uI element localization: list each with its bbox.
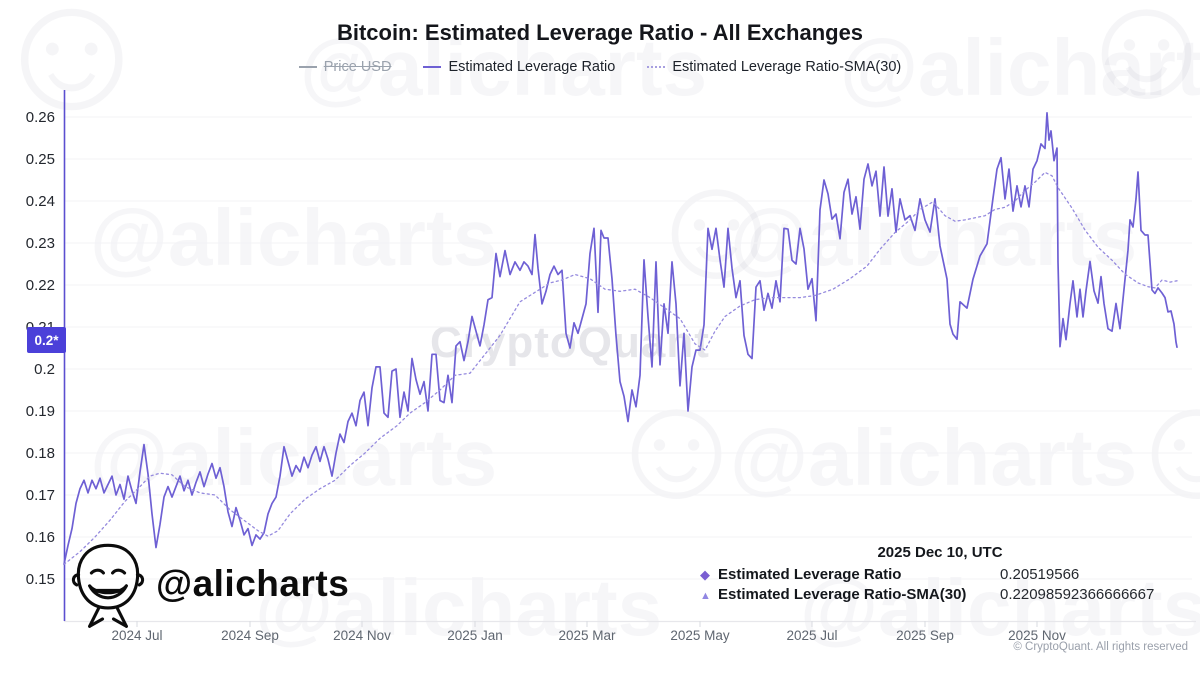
series-line [63,171,1178,565]
copyright-notice: © CryptoQuant. All rights reserved [1013,641,1188,653]
y-tick-label: 0.2 [34,361,55,378]
tooltip-series-label: Estimated Leverage Ratio-SMA(30) [718,586,967,603]
y-tick-label: 0.23 [26,235,55,252]
page-title: Bitcoin: Estimated Leverage Ratio - All … [336,20,864,45]
x-tick-label: 2025 Jan [447,628,503,643]
y-tick-label: 0.19 [26,403,55,420]
tooltip: 2025 Dec 10, UTC ◆ Estimated Leverage Ra… [700,544,1180,606]
legend-item-estimated-leverage-ratio[interactable]: Estimated Leverage Ratio [423,59,615,75]
legend-label: Estimated Leverage Ratio [448,59,616,75]
tooltip-date: 2025 Dec 10, UTC [877,544,1003,561]
y-tick-label: 0.22 [26,277,55,294]
series-line [63,111,1178,566]
legend-item-leverage-sma30[interactable]: Estimated Leverage Ratio-SMA(30) [647,59,901,75]
x-tick-label: 2025 Sep [896,628,954,643]
y-tick-label: 0.15 [26,571,55,588]
x-tick-label: 2025 Nov [1008,628,1066,643]
triangle-marker-icon: ▲ [700,590,711,602]
tooltip-row: ▲ Estimated Leverage Ratio-SMA(30) 0.220… [700,585,1180,606]
tooltip-series-label: Estimated Leverage Ratio [718,566,902,583]
x-tick-label: 2024 Jul [111,628,162,643]
alicharts-handle: @alicharts [156,563,350,604]
y-tick-label: 0.26 [26,109,55,126]
x-tick-label: 2024 Sep [221,628,279,643]
x-tick-label: 2024 Nov [333,628,391,643]
y-tick-label: 0.24 [26,193,55,210]
sma-line-swatch-icon [647,66,666,68]
legend-label: Estimated Leverage Ratio-SMA(30) [672,59,902,75]
x-tick-label: 2025 Mar [558,628,616,643]
x-tick-label: 2025 May [670,628,730,643]
current-value-badge: 0.2* [27,327,66,353]
tooltip-series-value: 0.20519566 [1000,566,1080,583]
y-tick-label: 0.25 [26,151,55,168]
y-tick-label: 0.16 [26,529,55,546]
alicharts-face-icon [71,543,145,628]
leverage-line-swatch-icon [423,66,442,68]
legend-item-price-usd[interactable]: Price USD [298,59,392,75]
legend-label: Price USD [323,59,392,75]
alicharts-logo: @alicharts [62,538,349,630]
y-tick-label: 0.18 [26,445,55,462]
x-tick-label: 2025 Jul [786,628,837,643]
y-tick-label: 0.17 [26,487,55,504]
tooltip-row: ◆ Estimated Leverage Ratio 0.20519566 [700,565,1180,585]
chart-legend: Price USD Estimated Leverage Ratio Estim… [0,59,1200,75]
price-line-swatch-icon [298,66,317,68]
tooltip-series-value: 0.22098592366666667 [1000,586,1155,603]
diamond-marker-icon: ◆ [700,567,710,582]
